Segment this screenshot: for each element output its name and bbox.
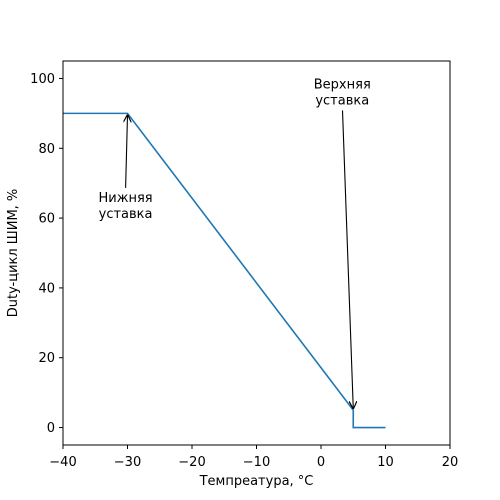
x-axis-label: Темпреатура, °C <box>199 474 314 489</box>
y-tick-label: 40 <box>38 281 55 296</box>
annotation-text: уставка <box>315 93 369 108</box>
y-axis-label: Duty-цикл ШИМ, % <box>6 189 21 318</box>
annotation-text: Верхняя <box>314 77 371 92</box>
x-tick-label: 0 <box>317 455 325 470</box>
x-tick-label: −40 <box>49 455 76 470</box>
y-tick-label: 0 <box>47 421 55 436</box>
annotation-text: Нижняя <box>99 191 153 206</box>
x-tick-label: −10 <box>243 455 270 470</box>
y-tick-label: 80 <box>38 142 55 157</box>
x-axis-ticks: −40 −30 −20 −10 0 10 20 <box>49 445 458 470</box>
y-tick-label: 100 <box>30 72 55 87</box>
x-tick-label: −30 <box>114 455 141 470</box>
y-tick-label: 60 <box>38 212 55 227</box>
x-tick-label: 20 <box>442 455 459 470</box>
annotation-arrow <box>126 115 128 188</box>
y-axis-ticks: 0 20 40 60 80 100 <box>30 72 63 436</box>
series-line <box>63 112 386 429</box>
annotation-arrow <box>341 110 354 408</box>
series-layer <box>63 112 386 429</box>
x-tick-label: 10 <box>377 455 394 470</box>
annotation-text: уставка <box>99 207 153 222</box>
plot-area-frame <box>62 60 451 446</box>
y-tick-label: 20 <box>38 351 55 366</box>
x-tick-label: −20 <box>178 455 205 470</box>
